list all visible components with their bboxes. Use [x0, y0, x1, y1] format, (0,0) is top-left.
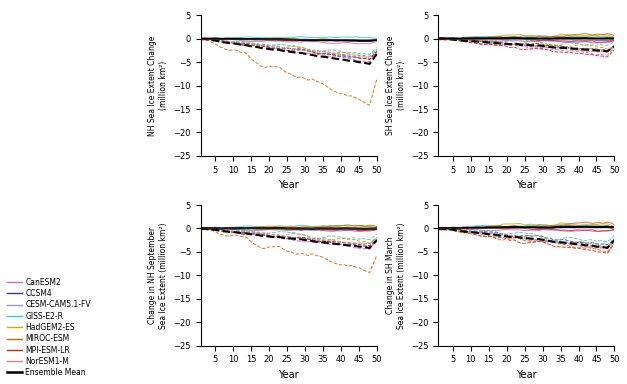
Y-axis label: SH Sea Ice Extent Change
(million km²): SH Sea Ice Extent Change (million km²): [386, 36, 406, 135]
Y-axis label: NH Sea Ice Extent Change
(million km²): NH Sea Ice Extent Change (million km²): [149, 35, 168, 136]
X-axis label: Year: Year: [516, 180, 537, 190]
Y-axis label: Change in SH March
Sea Ice Extent (million km²): Change in SH March Sea Ice Extent (milli…: [386, 222, 406, 329]
Y-axis label: Change in NH September
Sea Ice Extent (million km²): Change in NH September Sea Ice Extent (m…: [149, 222, 168, 329]
X-axis label: Year: Year: [278, 370, 299, 380]
X-axis label: Year: Year: [278, 180, 299, 190]
X-axis label: Year: Year: [516, 370, 537, 380]
Legend: CanESM2, CCSM4, CESM-CAM5.1-FV, GISS-E2-R, HadGEM2-ES, MIROC-ESM, MPI-ESM-LR, No: CanESM2, CCSM4, CESM-CAM5.1-FV, GISS-E2-…: [4, 275, 94, 380]
